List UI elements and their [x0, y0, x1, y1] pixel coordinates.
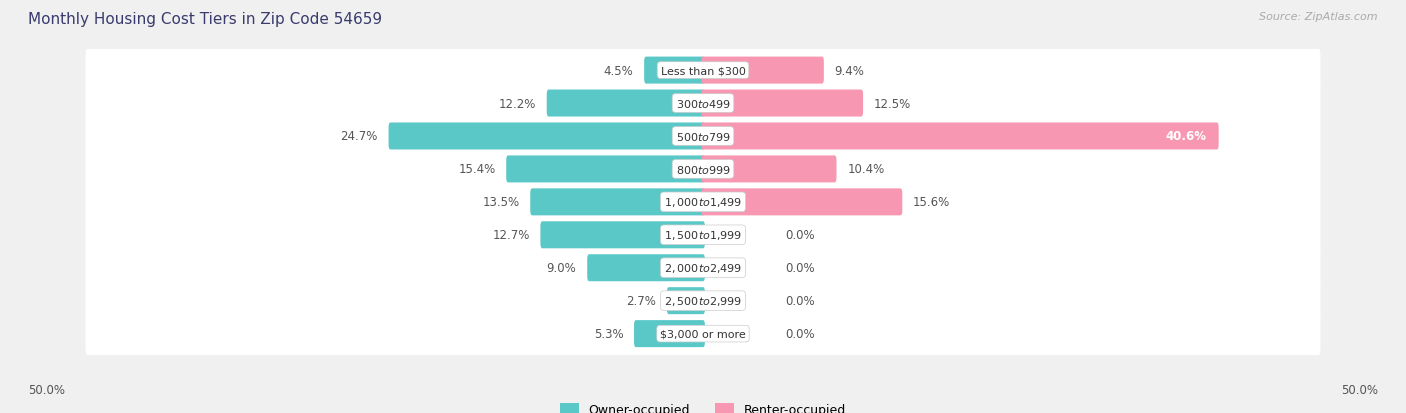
Text: $2,000 to $2,499: $2,000 to $2,499 — [664, 261, 742, 275]
FancyBboxPatch shape — [634, 320, 704, 347]
FancyBboxPatch shape — [86, 278, 1320, 324]
Text: 10.4%: 10.4% — [848, 163, 884, 176]
FancyBboxPatch shape — [506, 156, 704, 183]
FancyBboxPatch shape — [86, 212, 1320, 258]
Text: $1,500 to $1,999: $1,500 to $1,999 — [664, 229, 742, 242]
FancyBboxPatch shape — [702, 57, 824, 84]
Text: Source: ZipAtlas.com: Source: ZipAtlas.com — [1260, 12, 1378, 22]
Text: Monthly Housing Cost Tiers in Zip Code 54659: Monthly Housing Cost Tiers in Zip Code 5… — [28, 12, 382, 27]
FancyBboxPatch shape — [666, 287, 704, 314]
Text: 0.0%: 0.0% — [785, 261, 815, 275]
Text: 12.2%: 12.2% — [499, 97, 536, 110]
Text: 9.0%: 9.0% — [547, 261, 576, 275]
Legend: Owner-occupied, Renter-occupied: Owner-occupied, Renter-occupied — [560, 403, 846, 413]
Text: 50.0%: 50.0% — [1341, 384, 1378, 396]
Text: 12.7%: 12.7% — [492, 229, 530, 242]
FancyBboxPatch shape — [86, 114, 1320, 160]
Text: 0.0%: 0.0% — [785, 328, 815, 340]
FancyBboxPatch shape — [702, 189, 903, 216]
Text: $3,000 or more: $3,000 or more — [661, 329, 745, 339]
Text: 15.4%: 15.4% — [458, 163, 495, 176]
Text: $300 to $499: $300 to $499 — [675, 98, 731, 110]
Text: 2.7%: 2.7% — [626, 294, 657, 307]
Text: $500 to $799: $500 to $799 — [675, 131, 731, 142]
FancyBboxPatch shape — [540, 222, 704, 249]
FancyBboxPatch shape — [86, 48, 1320, 94]
Text: 15.6%: 15.6% — [912, 196, 950, 209]
Text: 24.7%: 24.7% — [340, 130, 378, 143]
FancyBboxPatch shape — [86, 245, 1320, 291]
FancyBboxPatch shape — [702, 90, 863, 117]
FancyBboxPatch shape — [530, 189, 704, 216]
FancyBboxPatch shape — [86, 179, 1320, 225]
Text: 0.0%: 0.0% — [785, 229, 815, 242]
FancyBboxPatch shape — [388, 123, 704, 150]
FancyBboxPatch shape — [547, 90, 704, 117]
FancyBboxPatch shape — [86, 81, 1320, 127]
FancyBboxPatch shape — [702, 123, 1219, 150]
Text: 12.5%: 12.5% — [875, 97, 911, 110]
Text: $1,000 to $1,499: $1,000 to $1,499 — [664, 196, 742, 209]
Text: $2,500 to $2,999: $2,500 to $2,999 — [664, 294, 742, 307]
FancyBboxPatch shape — [644, 57, 704, 84]
Text: $800 to $999: $800 to $999 — [675, 164, 731, 176]
Text: 4.5%: 4.5% — [603, 64, 633, 77]
FancyBboxPatch shape — [86, 147, 1320, 192]
Text: 9.4%: 9.4% — [835, 64, 865, 77]
FancyBboxPatch shape — [702, 156, 837, 183]
Text: Less than $300: Less than $300 — [661, 66, 745, 76]
FancyBboxPatch shape — [588, 255, 704, 282]
Text: 13.5%: 13.5% — [482, 196, 520, 209]
FancyBboxPatch shape — [86, 311, 1320, 357]
Text: 50.0%: 50.0% — [28, 384, 65, 396]
Text: 40.6%: 40.6% — [1166, 130, 1206, 143]
Text: 0.0%: 0.0% — [785, 294, 815, 307]
Text: 5.3%: 5.3% — [593, 328, 623, 340]
